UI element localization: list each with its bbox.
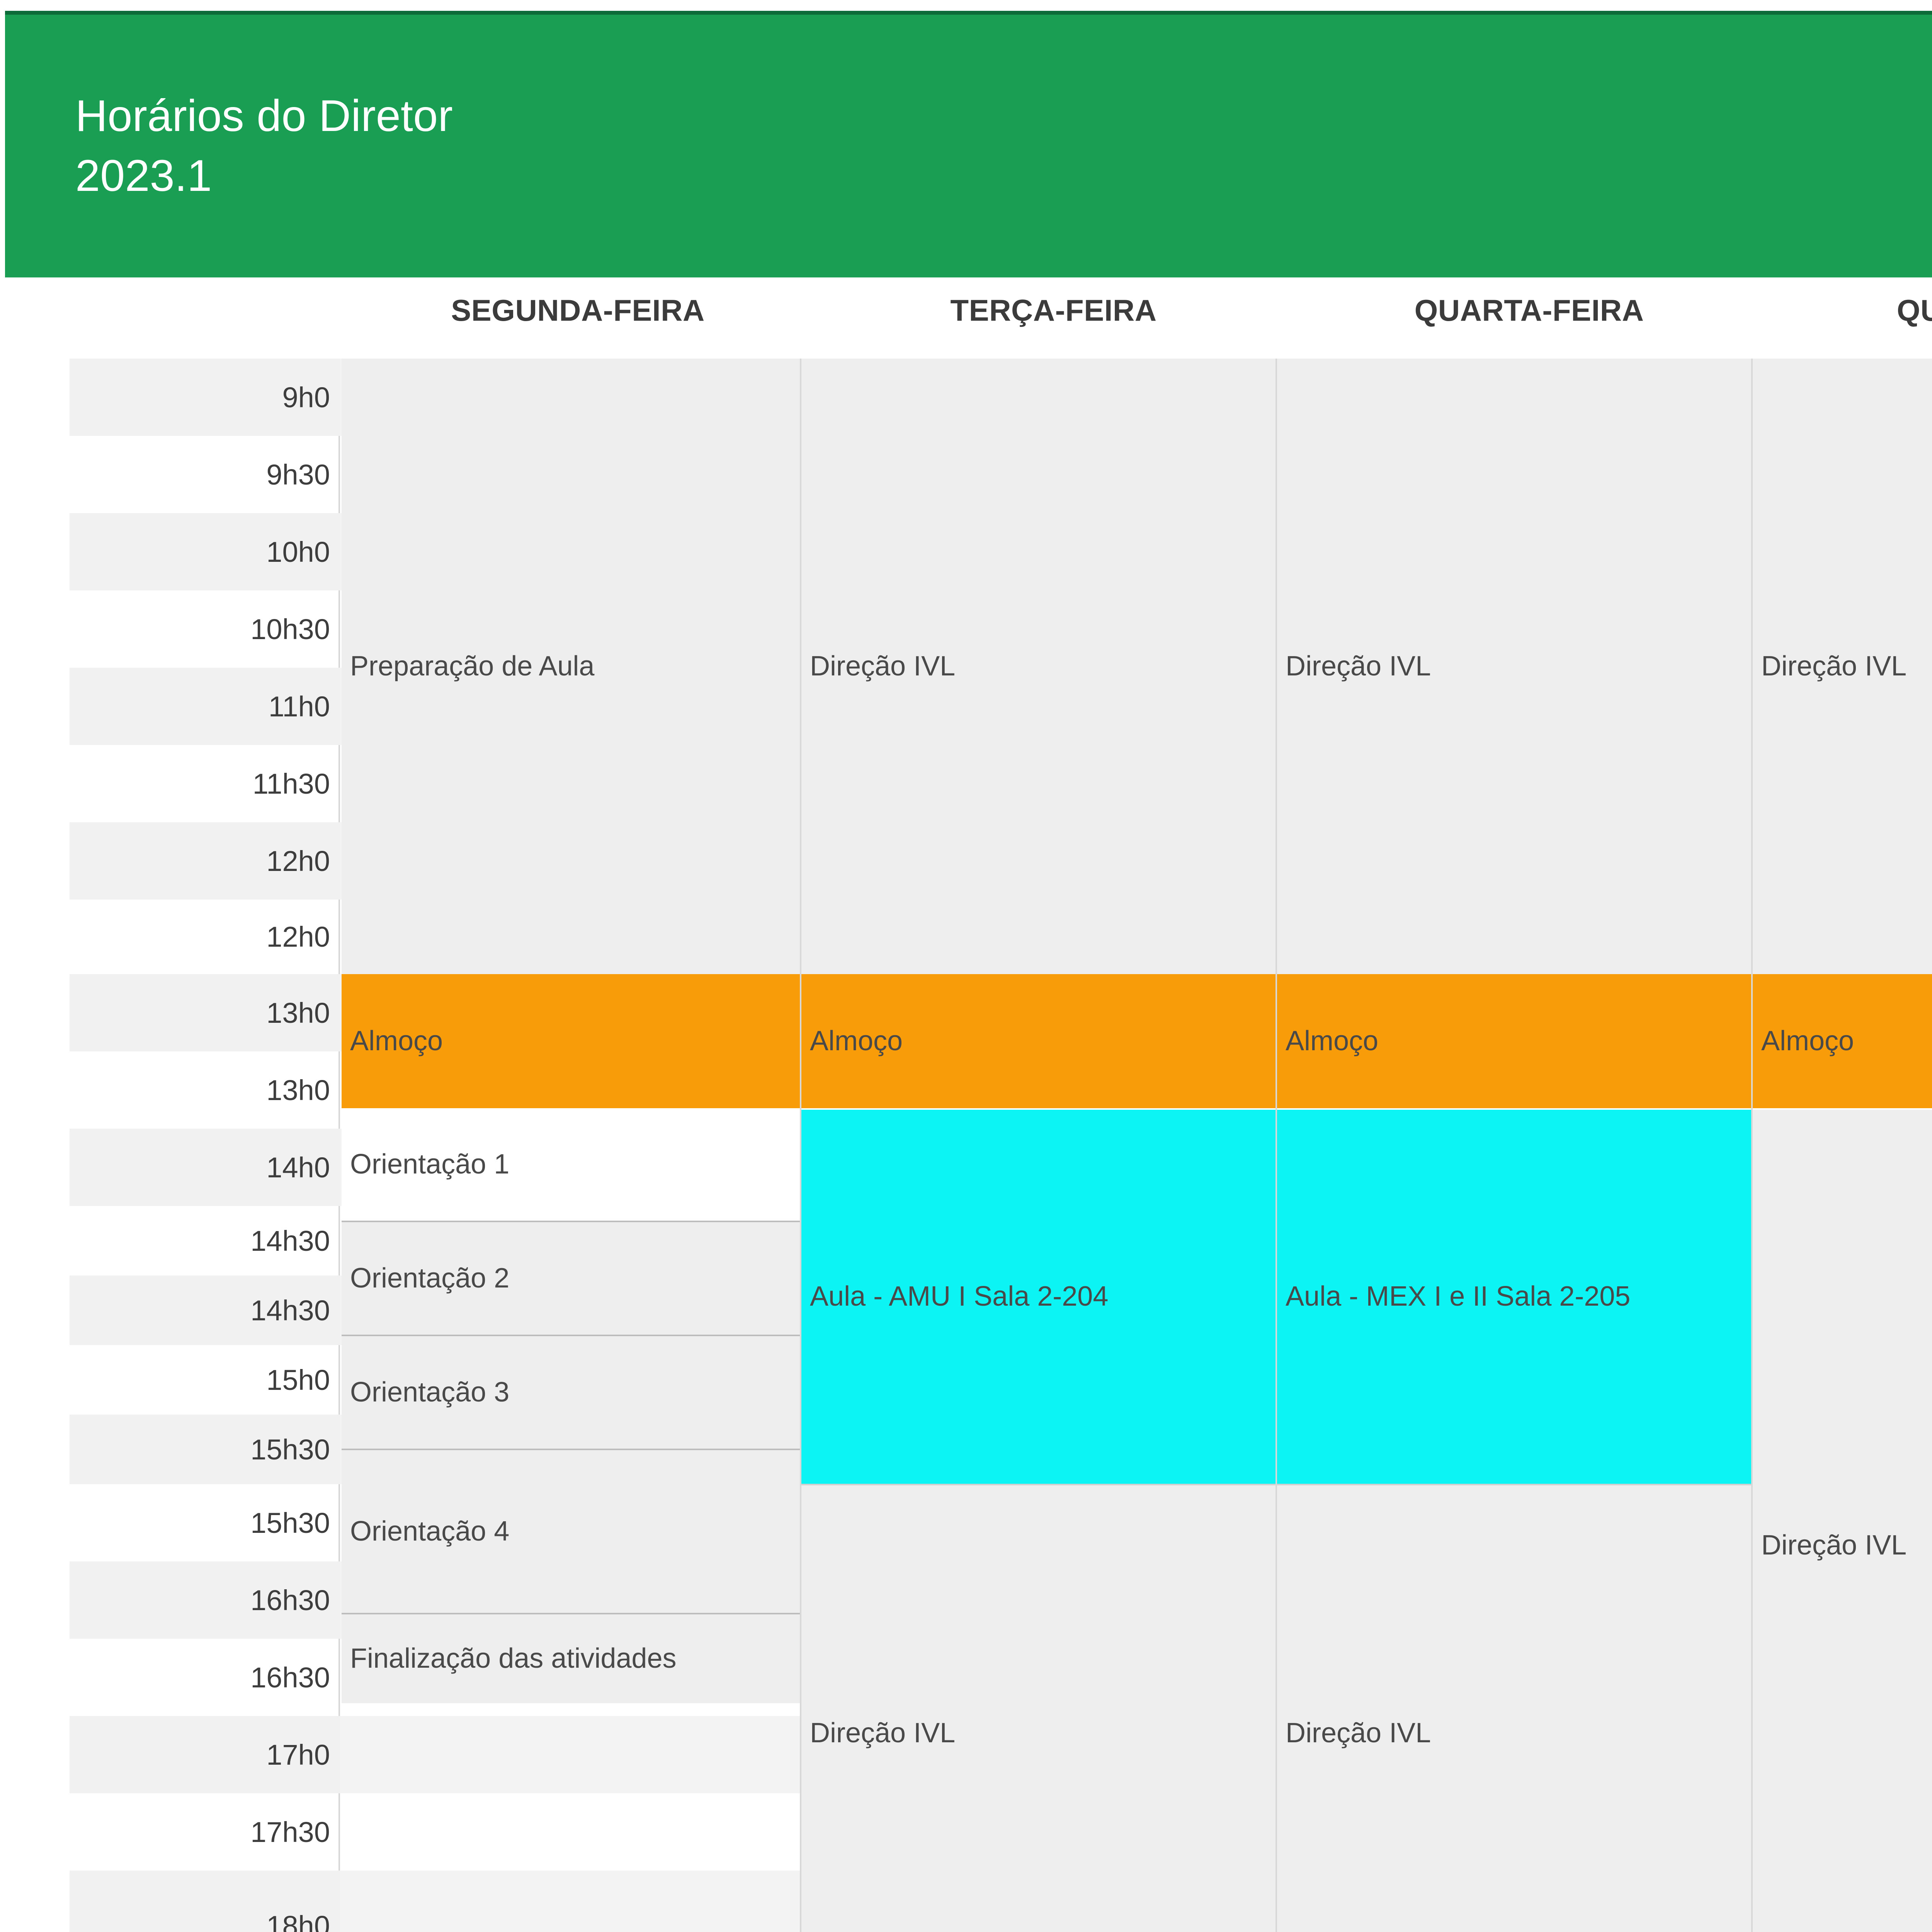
time-label: 11h30 (252, 767, 330, 800)
event-block[interactable]: Almoço (1277, 974, 1751, 1108)
event-block[interactable]: Direção IVL (1277, 1484, 1751, 1932)
time-label: 10h0 (70, 513, 340, 590)
event-block[interactable]: Orientação 3 (342, 1336, 800, 1450)
time-label: 12h0 (70, 822, 340, 900)
event-label: Orientação 3 (350, 1376, 510, 1408)
time-label: 18h0 (70, 1871, 340, 1932)
time-label: 15h30 (250, 1507, 330, 1539)
event-label: Aula - MEX I e II Sala 2-205 (1286, 1281, 1631, 1312)
event-block[interactable]: Orientação 4 (342, 1450, 800, 1614)
page-title-line1: Horários do Diretor (75, 91, 453, 141)
event-label: Almoço (1286, 1025, 1379, 1056)
event-label: Direção IVL (1761, 650, 1907, 682)
event-block[interactable]: Aula - AMU I Sala 2-204 (801, 1110, 1276, 1484)
event-block[interactable]: Direção IVL (801, 1484, 1276, 1932)
day-header-quinta: QUINTA-FEIRA (1896, 293, 1932, 327)
event-label: Direção IVL (1286, 1718, 1431, 1749)
day-header-terca: TERÇA-FEIRA (950, 293, 1157, 327)
time-column: 9h0 9h30 10h0 10h30 11h0 11h30 12h0 12h0 13h0 13h… (70, 359, 340, 1932)
time-label: 16h30 (70, 1561, 340, 1639)
time-label: 9h0 (70, 359, 340, 436)
event-label: Orientação 4 (350, 1515, 510, 1547)
day-header-quarta: QUARTA-FEIRA (1414, 293, 1644, 327)
event-block[interactable]: Almoço (1753, 974, 1932, 1108)
event-block[interactable]: Preparação de Aula (342, 359, 800, 974)
event-label: Finalização das atividades (350, 1643, 677, 1674)
event-block[interactable]: Orientação 2 (342, 1222, 800, 1336)
time-label: 15h0 (266, 1364, 330, 1396)
event-block[interactable]: Almoço (342, 974, 800, 1108)
event-label: Almoço (1761, 1025, 1854, 1056)
event-label: Orientação 2 (350, 1262, 510, 1294)
time-label: 14h30 (250, 1225, 330, 1257)
schedule-grid: 9h0 9h30 10h0 10h30 11h0 11h30 12h0 12h0 13h0 13h… (70, 359, 1932, 1932)
time-label: 17h30 (250, 1816, 330, 1848)
day-header-row: SEGUNDA-FEIRA TERÇA-FEIRA QUARTA-FEIRA Q… (340, 281, 1932, 339)
event-label: Preparação de Aula (350, 650, 595, 682)
column-separator-2 (1276, 359, 1277, 1932)
time-label: 16h30 (250, 1661, 330, 1694)
time-label: 11h0 (70, 668, 340, 745)
event-label: Direção IVL (810, 650, 956, 682)
time-label: 17h0 (70, 1716, 340, 1793)
event-label: Orientação 1 (350, 1148, 510, 1180)
event-label: Direção IVL (1761, 1530, 1907, 1561)
time-label: 14h30 (70, 1276, 340, 1345)
time-label: 13h0 (70, 974, 340, 1051)
page-title-line2: 2023.1 (75, 151, 212, 201)
event-label: Almoço (350, 1025, 443, 1056)
event-block[interactable]: Direção IVL (1753, 1110, 1932, 1932)
event-block[interactable]: Orientação 1 (342, 1108, 800, 1222)
time-label: 13h0 (266, 1074, 330, 1106)
time-label: 14h0 (70, 1129, 340, 1206)
event-label: Almoço (810, 1025, 903, 1056)
time-label: 9h30 (266, 458, 330, 491)
event-block[interactable]: Almoço (801, 974, 1276, 1108)
event-label: Direção IVL (1286, 650, 1431, 682)
page-title-banner: Horários do Diretor 2023.1 (5, 11, 1932, 277)
column-separator-3 (1751, 359, 1753, 1932)
event-block[interactable]: Direção IVL (1277, 359, 1751, 974)
event-block[interactable]: Aula - MEX I e II Sala 2-205 (1277, 1110, 1751, 1484)
time-label: 12h0 (266, 921, 330, 953)
event-label: Direção IVL (810, 1718, 956, 1749)
day-header-segunda: SEGUNDA-FEIRA (451, 293, 705, 327)
column-separator-1 (800, 359, 801, 1932)
event-label: Aula - AMU I Sala 2-204 (810, 1281, 1109, 1312)
time-label: 10h30 (250, 613, 330, 645)
event-block[interactable]: Finalização das atividades (342, 1614, 800, 1703)
time-label: 15h30 (70, 1415, 340, 1484)
event-block[interactable]: Direção IVL (1753, 359, 1932, 974)
event-block[interactable]: Direção IVL (801, 359, 1276, 974)
